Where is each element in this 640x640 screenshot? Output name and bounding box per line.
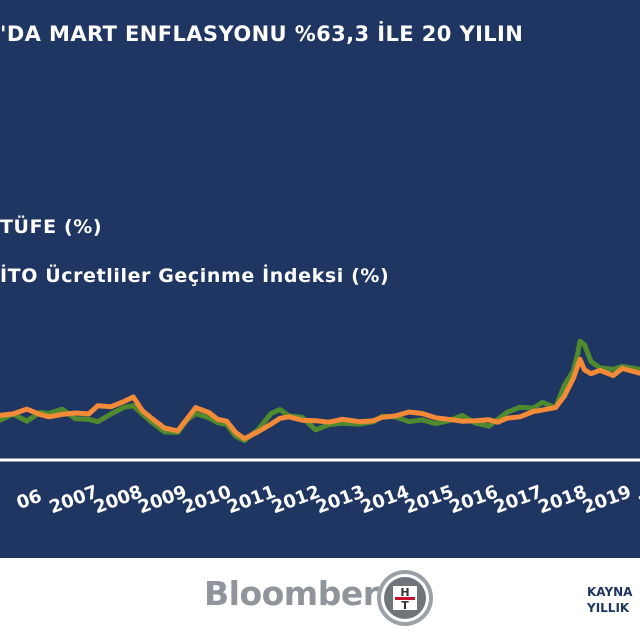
legend-entry-ito: İTO Ücretliler Geçinme İndeksi (%) <box>0 265 390 287</box>
svg-text:H: H <box>400 586 409 599</box>
line-chart: 06 20072008200920102011201220132014201520… <box>0 338 640 518</box>
source-sublabel: YILLIK <box>587 601 630 615</box>
chart-title: 'DA MART ENFLASYONU %63,3 İLE 20 YILIN <box>0 22 524 46</box>
x-tick-label: 2019 <box>580 481 634 518</box>
series-line-tufe <box>0 338 640 444</box>
legend-entry-tufe: TÜFE (%) <box>0 216 103 238</box>
svg-text:T: T <box>401 599 409 612</box>
footer <box>0 558 640 640</box>
x-tick-label: 20 <box>636 486 640 514</box>
ht-logo-icon: H T <box>377 570 433 626</box>
tick-label-layer: 06 20072008200920102011201220132014201520… <box>14 481 640 518</box>
chart-panel <box>0 0 640 558</box>
source-label: KAYNA <box>587 585 633 599</box>
x-tick-label: 06 <box>14 486 45 514</box>
series-line-ito <box>0 356 640 442</box>
bloomberg-logo: Bloomberg <box>204 574 402 613</box>
series-layer <box>0 338 640 444</box>
